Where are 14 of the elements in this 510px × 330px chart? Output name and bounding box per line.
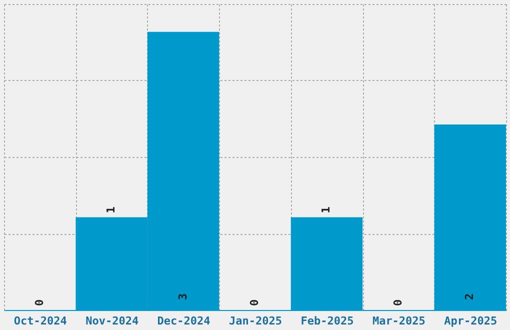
data-label: 1 [320,206,333,214]
x-tick-label: Mar-2025 [372,314,426,328]
data-label: 2 [463,293,476,300]
data-label: 0 [248,299,261,306]
data-label: 0 [32,299,46,306]
data-label: 0 [391,299,404,306]
data-label: 3 [176,293,190,300]
x-tick-label: Apr-2025 [444,314,498,328]
x-tick-label: Nov-2024 [86,314,139,328]
x-tick-label: Oct-2024 [14,314,68,328]
x-tick-label: Feb-2025 [300,314,354,328]
x-tick-label: Jan-2025 [229,314,282,328]
x-tick-label: Dec-2024 [157,314,211,328]
data-label: 1 [104,206,118,214]
